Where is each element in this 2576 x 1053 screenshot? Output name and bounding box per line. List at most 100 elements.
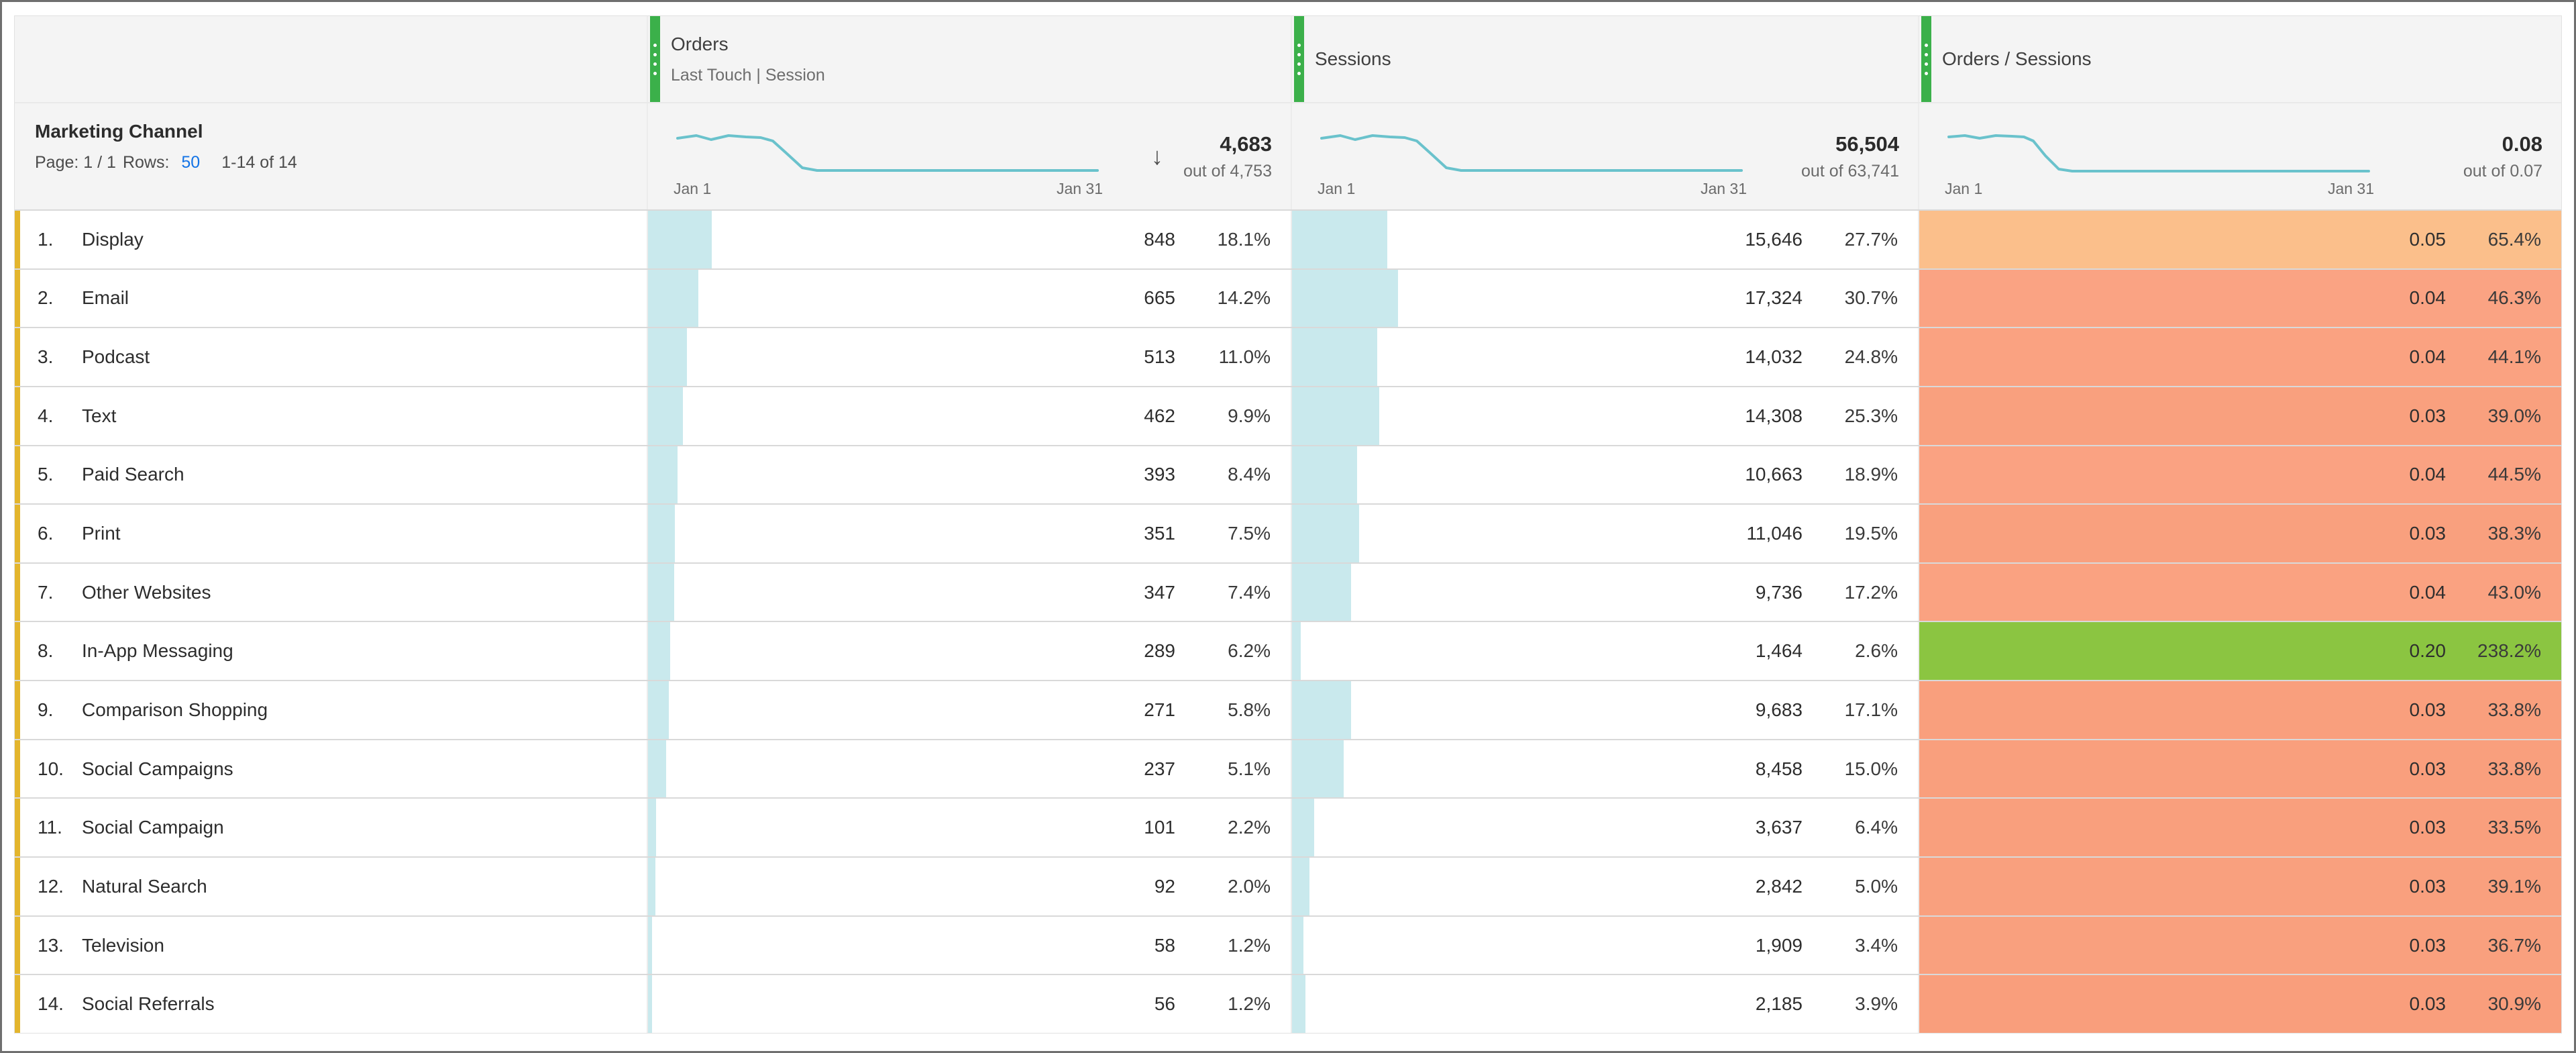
orders-per-sessions-cell[interactable]: 0.03 36.7% <box>1918 916 2561 974</box>
column-header-orders[interactable]: Orders Last Touch | Session <box>647 16 1291 102</box>
orders-cell[interactable]: 848 18.1% <box>647 211 1291 268</box>
dimension-cell[interactable]: 6. Print <box>15 505 647 562</box>
dimension-cell[interactable]: 7. Other Websites <box>15 563 647 621</box>
metric-value: 0.03 <box>2409 993 2447 1015</box>
row-index: 12. <box>38 875 64 897</box>
summary-row: Marketing Channel Page: 1 / 1 Rows: 50 1… <box>15 102 2561 209</box>
value-bar <box>1292 975 1305 1033</box>
orders-per-sessions-cell[interactable]: 0.04 44.1% <box>1918 328 2561 386</box>
row-accent-bar <box>15 387 20 445</box>
metric-percent: 24.8% <box>1844 346 1898 368</box>
sessions-cell[interactable]: 10,663 18.9% <box>1291 446 1918 504</box>
metric-value: 0.03 <box>2409 523 2447 544</box>
orders-per-sessions-cell[interactable]: 0.03 38.3% <box>1918 505 2561 562</box>
table-row: 2. Email 665 14.2% 17,324 30.7% 0.04 46.3% <box>15 268 2561 328</box>
metric-value: 101 <box>1144 817 1175 838</box>
row-index: 2. <box>38 287 54 309</box>
orders-per-sessions-summary-cell: Jan 1 Jan 31 0.08 out of 0.07 <box>1918 103 2561 209</box>
rows-per-page-link[interactable]: 50 <box>181 153 201 172</box>
orders-per-sessions-cell[interactable]: 0.04 46.3% <box>1918 269 2561 328</box>
dimension-cell[interactable]: 1. Display <box>15 211 647 268</box>
dimension-cell[interactable]: 2. Email <box>15 269 647 328</box>
dimension-cell[interactable]: 13. Television <box>15 916 647 974</box>
orders-per-sessions-cell[interactable]: 0.20 238.2% <box>1918 622 2561 681</box>
orders-cell[interactable]: 56 1.2% <box>647 975 1291 1033</box>
orders-cell[interactable]: 665 14.2% <box>647 269 1291 328</box>
orders-per-sessions-cell[interactable]: 0.03 39.1% <box>1918 858 2561 915</box>
dimension-cell[interactable]: 14. Social Referrals <box>15 975 647 1033</box>
value-bar <box>1292 211 1388 268</box>
orders-per-sessions-cell[interactable]: 0.03 39.0% <box>1918 387 2561 445</box>
sessions-cell[interactable]: 14,032 24.8% <box>1291 328 1918 386</box>
orders-cell[interactable]: 271 5.8% <box>647 681 1291 739</box>
orders-per-sessions-cell[interactable]: 0.04 43.0% <box>1918 563 2561 621</box>
value-bar <box>1292 328 1378 386</box>
sessions-cell[interactable]: 2,842 5.0% <box>1291 858 1918 915</box>
orders-per-sessions-cell[interactable]: 0.03 33.8% <box>1918 740 2561 798</box>
value-bar <box>1292 858 1309 915</box>
sessions-cell[interactable]: 9,683 17.1% <box>1291 681 1918 739</box>
orders-per-sessions-cell[interactable]: 0.05 65.4% <box>1918 211 2561 268</box>
dimension-cell[interactable]: 4. Text <box>15 387 647 445</box>
orders-cell[interactable]: 462 9.9% <box>647 387 1291 445</box>
sessions-cell[interactable]: 11,046 19.5% <box>1291 505 1918 562</box>
column-drag-handle-icon[interactable] <box>1921 16 1931 102</box>
value-bar <box>1292 681 1351 739</box>
orders-cell[interactable]: 237 5.1% <box>647 740 1291 798</box>
dimension-cell[interactable]: 11. Social Campaign <box>15 799 647 857</box>
column-drag-handle-icon[interactable] <box>650 16 660 102</box>
sessions-cell[interactable]: 2,185 3.9% <box>1291 975 1918 1033</box>
row-accent-bar <box>15 622 20 681</box>
orders-cell[interactable]: 351 7.5% <box>647 505 1291 562</box>
dimension-cell[interactable]: 5. Paid Search <box>15 446 647 504</box>
dimension-cell[interactable]: 8. In-App Messaging <box>15 622 647 681</box>
row-index: 4. <box>38 405 54 426</box>
sessions-cell[interactable]: 8,458 15.0% <box>1291 740 1918 798</box>
metric-value: 2,185 <box>1755 993 1803 1015</box>
orders-cell[interactable]: 289 6.2% <box>647 622 1291 681</box>
row-accent-bar <box>15 740 20 798</box>
column-title: Sessions <box>1315 48 1391 69</box>
freeform-table: Orders Last Touch | Session Sessions Ord… <box>14 15 2562 1034</box>
metric-value: 58 <box>1154 934 1175 956</box>
row-label: Email <box>82 287 129 309</box>
metric-value: 14,032 <box>1745 346 1803 368</box>
value-bar <box>1292 269 1398 328</box>
orders-cell[interactable]: 513 11.0% <box>647 328 1291 386</box>
column-header-sessions[interactable]: Sessions <box>1291 16 1918 102</box>
column-header-orders-per-sessions[interactable]: Orders / Sessions <box>1918 16 2561 102</box>
metric-percent: 3.9% <box>1855 993 1898 1015</box>
row-index: 7. <box>38 581 54 603</box>
column-drag-handle-icon[interactable] <box>1294 16 1304 102</box>
metric-value: 0.05 <box>2409 228 2447 250</box>
row-index: 6. <box>38 523 54 544</box>
value-bar <box>648 328 687 386</box>
metric-percent: 5.1% <box>1228 758 1271 779</box>
dimension-cell[interactable]: 9. Comparison Shopping <box>15 681 647 739</box>
dimension-cell[interactable]: 3. Podcast <box>15 328 647 386</box>
sessions-cell[interactable]: 1,464 2.6% <box>1291 622 1918 681</box>
sessions-cell[interactable]: 1,909 3.4% <box>1291 916 1918 974</box>
dimension-cell[interactable]: 12. Natural Search <box>15 858 647 915</box>
sessions-cell[interactable]: 14,308 25.3% <box>1291 387 1918 445</box>
orders-per-sessions-cell[interactable]: 0.04 44.5% <box>1918 446 2561 504</box>
dimension-cell[interactable]: 10. Social Campaigns <box>15 740 647 798</box>
sort-descending-icon[interactable]: ↓ <box>1150 142 1163 170</box>
orders-per-sessions-cell[interactable]: 0.03 33.5% <box>1918 799 2561 857</box>
metric-value: 351 <box>1144 523 1175 544</box>
orders-cell[interactable]: 347 7.4% <box>647 563 1291 621</box>
sessions-cell[interactable]: 9,736 17.2% <box>1291 563 1918 621</box>
metric-value: 9,683 <box>1755 699 1803 720</box>
sessions-cell[interactable]: 15,646 27.7% <box>1291 211 1918 268</box>
orders-cell[interactable]: 101 2.2% <box>647 799 1291 857</box>
orders-cell[interactable]: 58 1.2% <box>647 916 1291 974</box>
sessions-cell[interactable]: 3,637 6.4% <box>1291 799 1918 857</box>
value-bar <box>1292 916 1304 974</box>
sessions-cell[interactable]: 17,324 30.7% <box>1291 269 1918 328</box>
orders-per-sessions-cell[interactable]: 0.03 30.9% <box>1918 975 2561 1033</box>
orders-cell[interactable]: 393 8.4% <box>647 446 1291 504</box>
value-bar <box>648 269 698 328</box>
orders-per-sessions-cell[interactable]: 0.03 33.8% <box>1918 681 2561 739</box>
orders-cell[interactable]: 92 2.0% <box>647 858 1291 915</box>
row-label: Print <box>82 523 121 544</box>
